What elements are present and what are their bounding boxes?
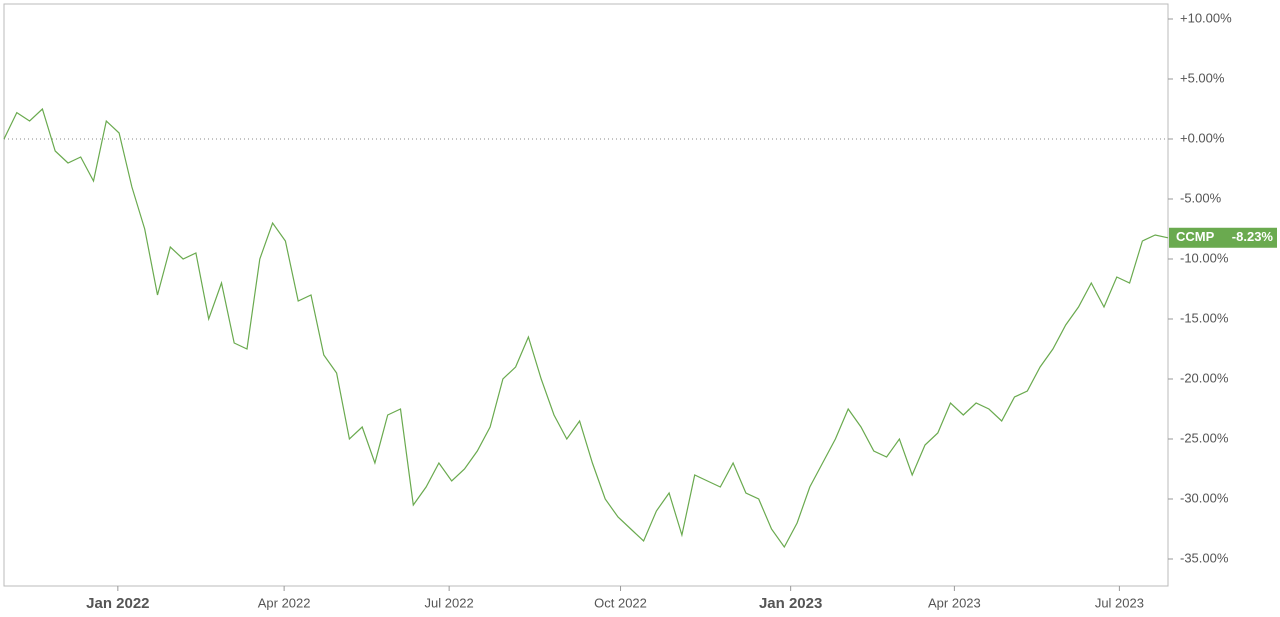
x-tick-label: Jan 2022 (86, 595, 149, 612)
plot-frame (3, 3, 1169, 587)
y-tick-label: +10.00% (1180, 10, 1232, 25)
y-tick-label: -10.00% (1180, 250, 1229, 265)
series-line (3, 107, 1169, 549)
x-tick-label: Jan 2023 (759, 595, 822, 612)
last-value-badge (1169, 227, 1277, 248)
y-tick-label: -5.00% (1180, 190, 1222, 205)
x-tick-label: Apr 2022 (258, 595, 311, 610)
x-tick-label: Jul 2022 (425, 595, 474, 610)
x-tick-label: Oct 2022 (594, 595, 647, 610)
y-tick-label: -30.00% (1180, 490, 1229, 505)
x-tick-label: Apr 2023 (928, 595, 981, 610)
series-name: CCMP (1176, 229, 1215, 244)
x-tick-label: Jul 2023 (1095, 595, 1144, 610)
y-tick-label: +5.00% (1180, 70, 1225, 85)
y-tick-label: -15.00% (1180, 310, 1229, 325)
y-tick-label: +0.00% (1180, 130, 1225, 145)
last-value-label: -8.23% (1232, 229, 1274, 244)
y-tick-label: -25.00% (1180, 430, 1229, 445)
y-tick-label: -20.00% (1180, 370, 1229, 385)
y-tick-label: -35.00% (1180, 550, 1229, 565)
